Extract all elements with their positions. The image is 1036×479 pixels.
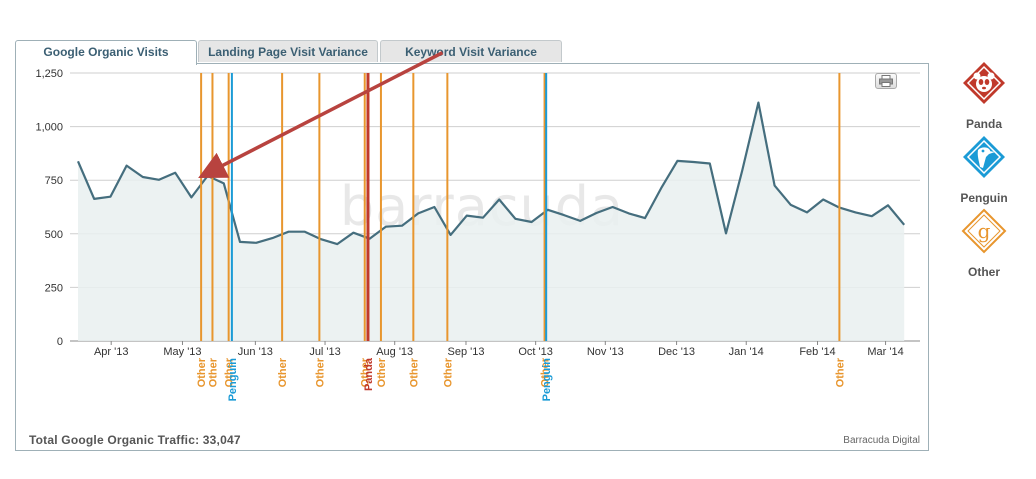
update-label-penguin: Penguin xyxy=(541,358,553,402)
legend-item-penguin: Penguin xyxy=(955,134,1013,205)
update-label-other: Other xyxy=(207,357,219,387)
x-tick-label: Dec '13 xyxy=(658,346,695,358)
x-tick-label: Mar '14 xyxy=(867,346,903,358)
total-traffic-label: Total Google Organic Traffic: 33,047 xyxy=(29,433,241,447)
legend-item-panda: Panda xyxy=(955,60,1013,131)
penguin-icon xyxy=(963,136,1005,178)
y-tick-label: 500 xyxy=(45,229,63,241)
update-label-other: Other xyxy=(408,357,420,387)
x-tick-label: Aug '13 xyxy=(376,346,413,358)
update-label-other: Other xyxy=(224,357,236,387)
x-tick-label: Apr '13 xyxy=(94,346,129,358)
x-tick-label: Feb '14 xyxy=(799,346,835,358)
y-tick-label: 0 xyxy=(57,336,63,348)
printer-icon xyxy=(879,75,893,87)
update-label-other: Other xyxy=(314,357,326,387)
x-tick-label: Nov '13 xyxy=(587,346,624,358)
update-label-other: Other xyxy=(196,357,208,387)
x-tick-label: May '13 xyxy=(163,346,201,358)
annotation-arrow xyxy=(198,51,444,179)
panda-icon xyxy=(963,62,1005,104)
y-tick-label: 1,250 xyxy=(35,68,63,80)
update-label-penguin: Penguin xyxy=(227,358,239,402)
tab-landing-page-visit-variance[interactable]: Landing Page Visit Variance xyxy=(198,40,378,62)
brand-credit: Barracuda Digital xyxy=(843,435,920,446)
update-label-other: Other xyxy=(277,357,289,387)
svg-text:g: g xyxy=(978,219,991,243)
x-tick-label: Jul '13 xyxy=(309,346,340,358)
y-tick-label: 750 xyxy=(45,175,63,187)
tab-google-organic-visits[interactable]: Google Organic Visits xyxy=(15,40,197,65)
legend-label-other: Other xyxy=(967,265,1000,279)
x-tick-label: Oct '13 xyxy=(518,346,553,358)
update-label-other: Other xyxy=(442,357,454,387)
update-label-other: Other xyxy=(834,357,846,387)
x-tick-label: Jun '13 xyxy=(238,346,273,358)
x-tick-label: Jan '14 xyxy=(729,346,764,358)
google-g-icon: g xyxy=(961,208,1007,254)
y-tick-label: 250 xyxy=(45,282,63,294)
update-label-other: Other xyxy=(360,357,372,387)
update-label-other: Other xyxy=(376,357,388,387)
legend-label-panda: Panda xyxy=(965,117,1002,131)
x-tick-label: Sep '13 xyxy=(447,346,484,358)
legend-item-other: g Other xyxy=(955,208,1013,279)
legend-label-penguin: Penguin xyxy=(960,191,1008,205)
update-label-panda: Panda xyxy=(363,357,375,391)
update-label-other: Other xyxy=(540,357,552,387)
y-tick-label: 1,000 xyxy=(35,122,63,134)
series-line xyxy=(76,101,906,246)
area-fill xyxy=(78,102,905,341)
print-button[interactable] xyxy=(875,73,897,89)
